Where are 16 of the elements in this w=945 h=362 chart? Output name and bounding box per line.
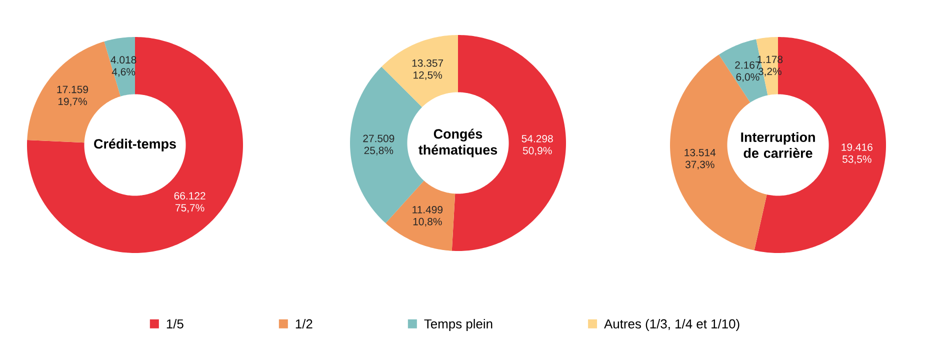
data-label: 27.509 25,8% [363,134,394,156]
data-label: 66.122 75,7% [174,192,206,213]
legend-label: 1/5 [166,318,184,328]
legend-label: Autres (1/3, 1/4 et 1/10) [604,318,740,332]
text: Crédit-temps [94,138,176,152]
text: Congés thématiques [418,128,498,158]
data-label: 11.499 10,8% [412,206,443,227]
data-label: 2.167 6,0% [735,61,760,82]
data-label: 13.357 12,5% [412,59,444,80]
data-label: 13.514 37,3% [684,148,716,170]
data-label: 19.416 53,5% [842,143,872,164]
legend-label: Temps plein [424,318,492,332]
legend-label: 1/2 [296,318,312,328]
data-label: 54.298 50,9% [522,134,553,156]
data-label: 17.159 19,7% [57,86,88,106]
text: Interruption de carrière [741,132,815,158]
